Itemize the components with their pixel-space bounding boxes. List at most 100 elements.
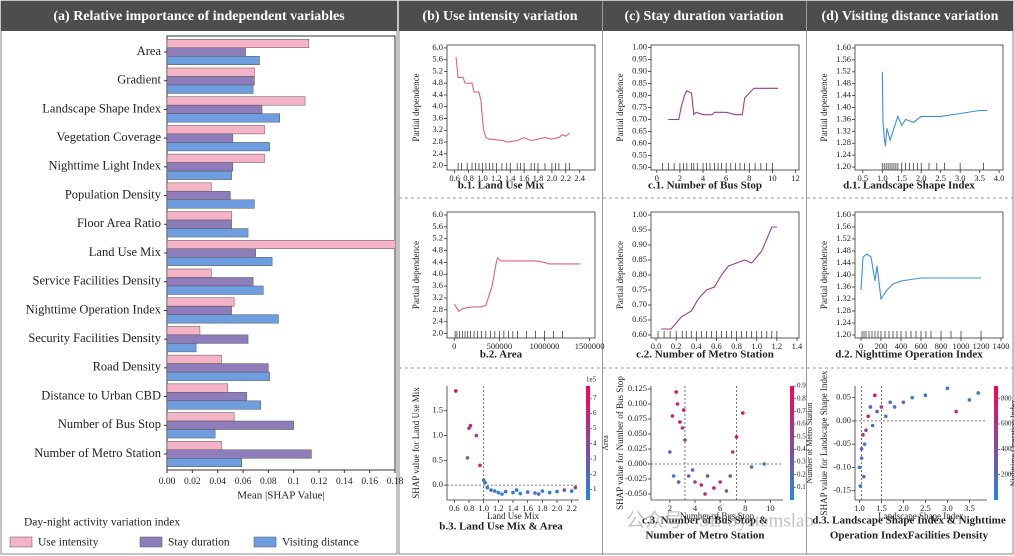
scatter-point: [859, 447, 864, 451]
x-axis-label: Landscape Shape Index: [878, 511, 964, 521]
category-label: Population Density: [65, 187, 162, 201]
chart-title: d.3. Landscape Shape Index & Nighttime: [812, 515, 1006, 527]
bar: [167, 383, 229, 393]
x-tick-label: 1.8: [537, 503, 548, 513]
legend-title: Day-night activity variation index: [24, 517, 180, 529]
y-tick-label: 4.8: [432, 244, 443, 254]
y-tick-label: 3.2: [432, 124, 443, 134]
scatter-point: [690, 468, 695, 472]
bar: [167, 248, 256, 258]
x-tick-label: 0: [655, 173, 659, 183]
y-axis-label: Partial dependence: [819, 241, 829, 309]
y-tick-label: 4.4: [432, 89, 443, 99]
scatter-point: [862, 474, 866, 479]
y-tick-label: 0.0: [432, 479, 443, 489]
scatter-point: [536, 492, 541, 496]
y-tick-label: 0.75: [632, 284, 647, 294]
scatter-point: [573, 485, 578, 490]
y-tick-label: 0.100: [628, 398, 647, 408]
bar: [167, 133, 234, 143]
scatter-point: [683, 438, 687, 442]
x-tick-label: 1.6: [522, 503, 533, 513]
bar: [167, 211, 232, 221]
legend-label: Stay duration: [168, 537, 230, 549]
x-tick-label: 0: [859, 341, 863, 351]
x-tick-label: 0.6: [711, 341, 722, 351]
scatter-point: [749, 465, 754, 469]
colorbar-tick-label: 0.2: [797, 470, 806, 478]
bar: [167, 257, 273, 266]
scatter-point: [454, 389, 458, 393]
legend-label: Visiting distance: [282, 537, 359, 549]
watermark: 公众号 · SE-Systemslab: [626, 509, 814, 531]
y-tick-label: 6.0: [432, 42, 443, 52]
x-tick-label: 12: [791, 173, 800, 183]
y-tick-label: 0.55: [632, 150, 647, 160]
x-tick-label: 0.6: [449, 173, 460, 183]
header-bar: [399, 1, 602, 31]
y-tick-label: 3.2: [432, 292, 443, 302]
header-bar: [603, 1, 806, 31]
y-tick-label: 0.80: [632, 89, 647, 99]
scatter-point: [511, 490, 515, 495]
y-tick-label: -0.15: [833, 485, 851, 495]
y-tick-label: 0.00: [836, 415, 851, 425]
scatter-point: [680, 426, 685, 430]
bar: [167, 400, 261, 410]
category-label: Nighttime Operation Index: [26, 302, 162, 316]
x-tick-label: 1500000: [575, 341, 605, 351]
colorbar: [994, 386, 998, 500]
y-tick-label: 0.90: [632, 239, 647, 249]
bar: [167, 326, 201, 336]
x-tick-label: 10: [768, 173, 777, 183]
x-axis-label: Number of Bus Stop: [680, 511, 755, 521]
bar: [167, 363, 269, 373]
x-axis-label: Mean |SHAP Value|: [237, 490, 325, 502]
bar: [167, 113, 280, 123]
colorbar-tick-label: 600: [1001, 420, 1012, 428]
x-tick-label: 1.2: [772, 341, 783, 351]
scatter-point: [699, 483, 704, 487]
legend-swatch: [9, 536, 33, 548]
bar: [167, 199, 255, 209]
bar: [167, 392, 248, 402]
scatter-point: [859, 456, 864, 460]
bar: [167, 96, 306, 106]
scatter-point: [562, 488, 567, 492]
legend-label: Use intensity: [38, 537, 99, 549]
scatter-point: [718, 480, 722, 484]
scatter-point: [671, 474, 676, 478]
x-tick-label: 2.0: [898, 503, 909, 513]
y-tick-label: 1.24: [836, 317, 852, 327]
x-tick-label: 0: [452, 341, 456, 351]
scatter-point: [868, 405, 873, 409]
scatter-point: [728, 474, 732, 478]
y-tick-label: 1.52: [836, 66, 851, 76]
y-axis-label: Partial dependence: [411, 73, 421, 141]
x-tick-label: 400: [895, 341, 908, 351]
y-tick-label: 0.125: [628, 383, 647, 393]
bar: [167, 162, 234, 172]
scatter-point: [674, 390, 678, 394]
bar: [167, 228, 249, 238]
x-tick-label: 1.0: [751, 341, 762, 351]
bar: [167, 334, 249, 344]
y-axis-label: Partial dependence: [411, 241, 421, 309]
scatter-point: [724, 489, 729, 493]
bar: [167, 219, 232, 229]
x-tick-label: 1.4: [508, 503, 519, 513]
category-label: Vegetation Coverage: [57, 130, 162, 144]
category-label: Road Density: [93, 360, 162, 374]
scatter-point: [892, 405, 897, 409]
chart-title: b.2. Area: [480, 349, 523, 361]
scatter-point: [518, 491, 523, 496]
x-tick-label: 800: [935, 341, 948, 351]
bar: [167, 343, 197, 353]
y-tick-label: 2.0: [432, 160, 443, 170]
x-tick-label: 3.0: [942, 503, 953, 513]
scatter-point: [862, 442, 867, 446]
x-tick-label: 2.0: [552, 503, 563, 513]
pd-line: [455, 56, 570, 143]
y-tick-label: 3.6: [432, 112, 443, 122]
